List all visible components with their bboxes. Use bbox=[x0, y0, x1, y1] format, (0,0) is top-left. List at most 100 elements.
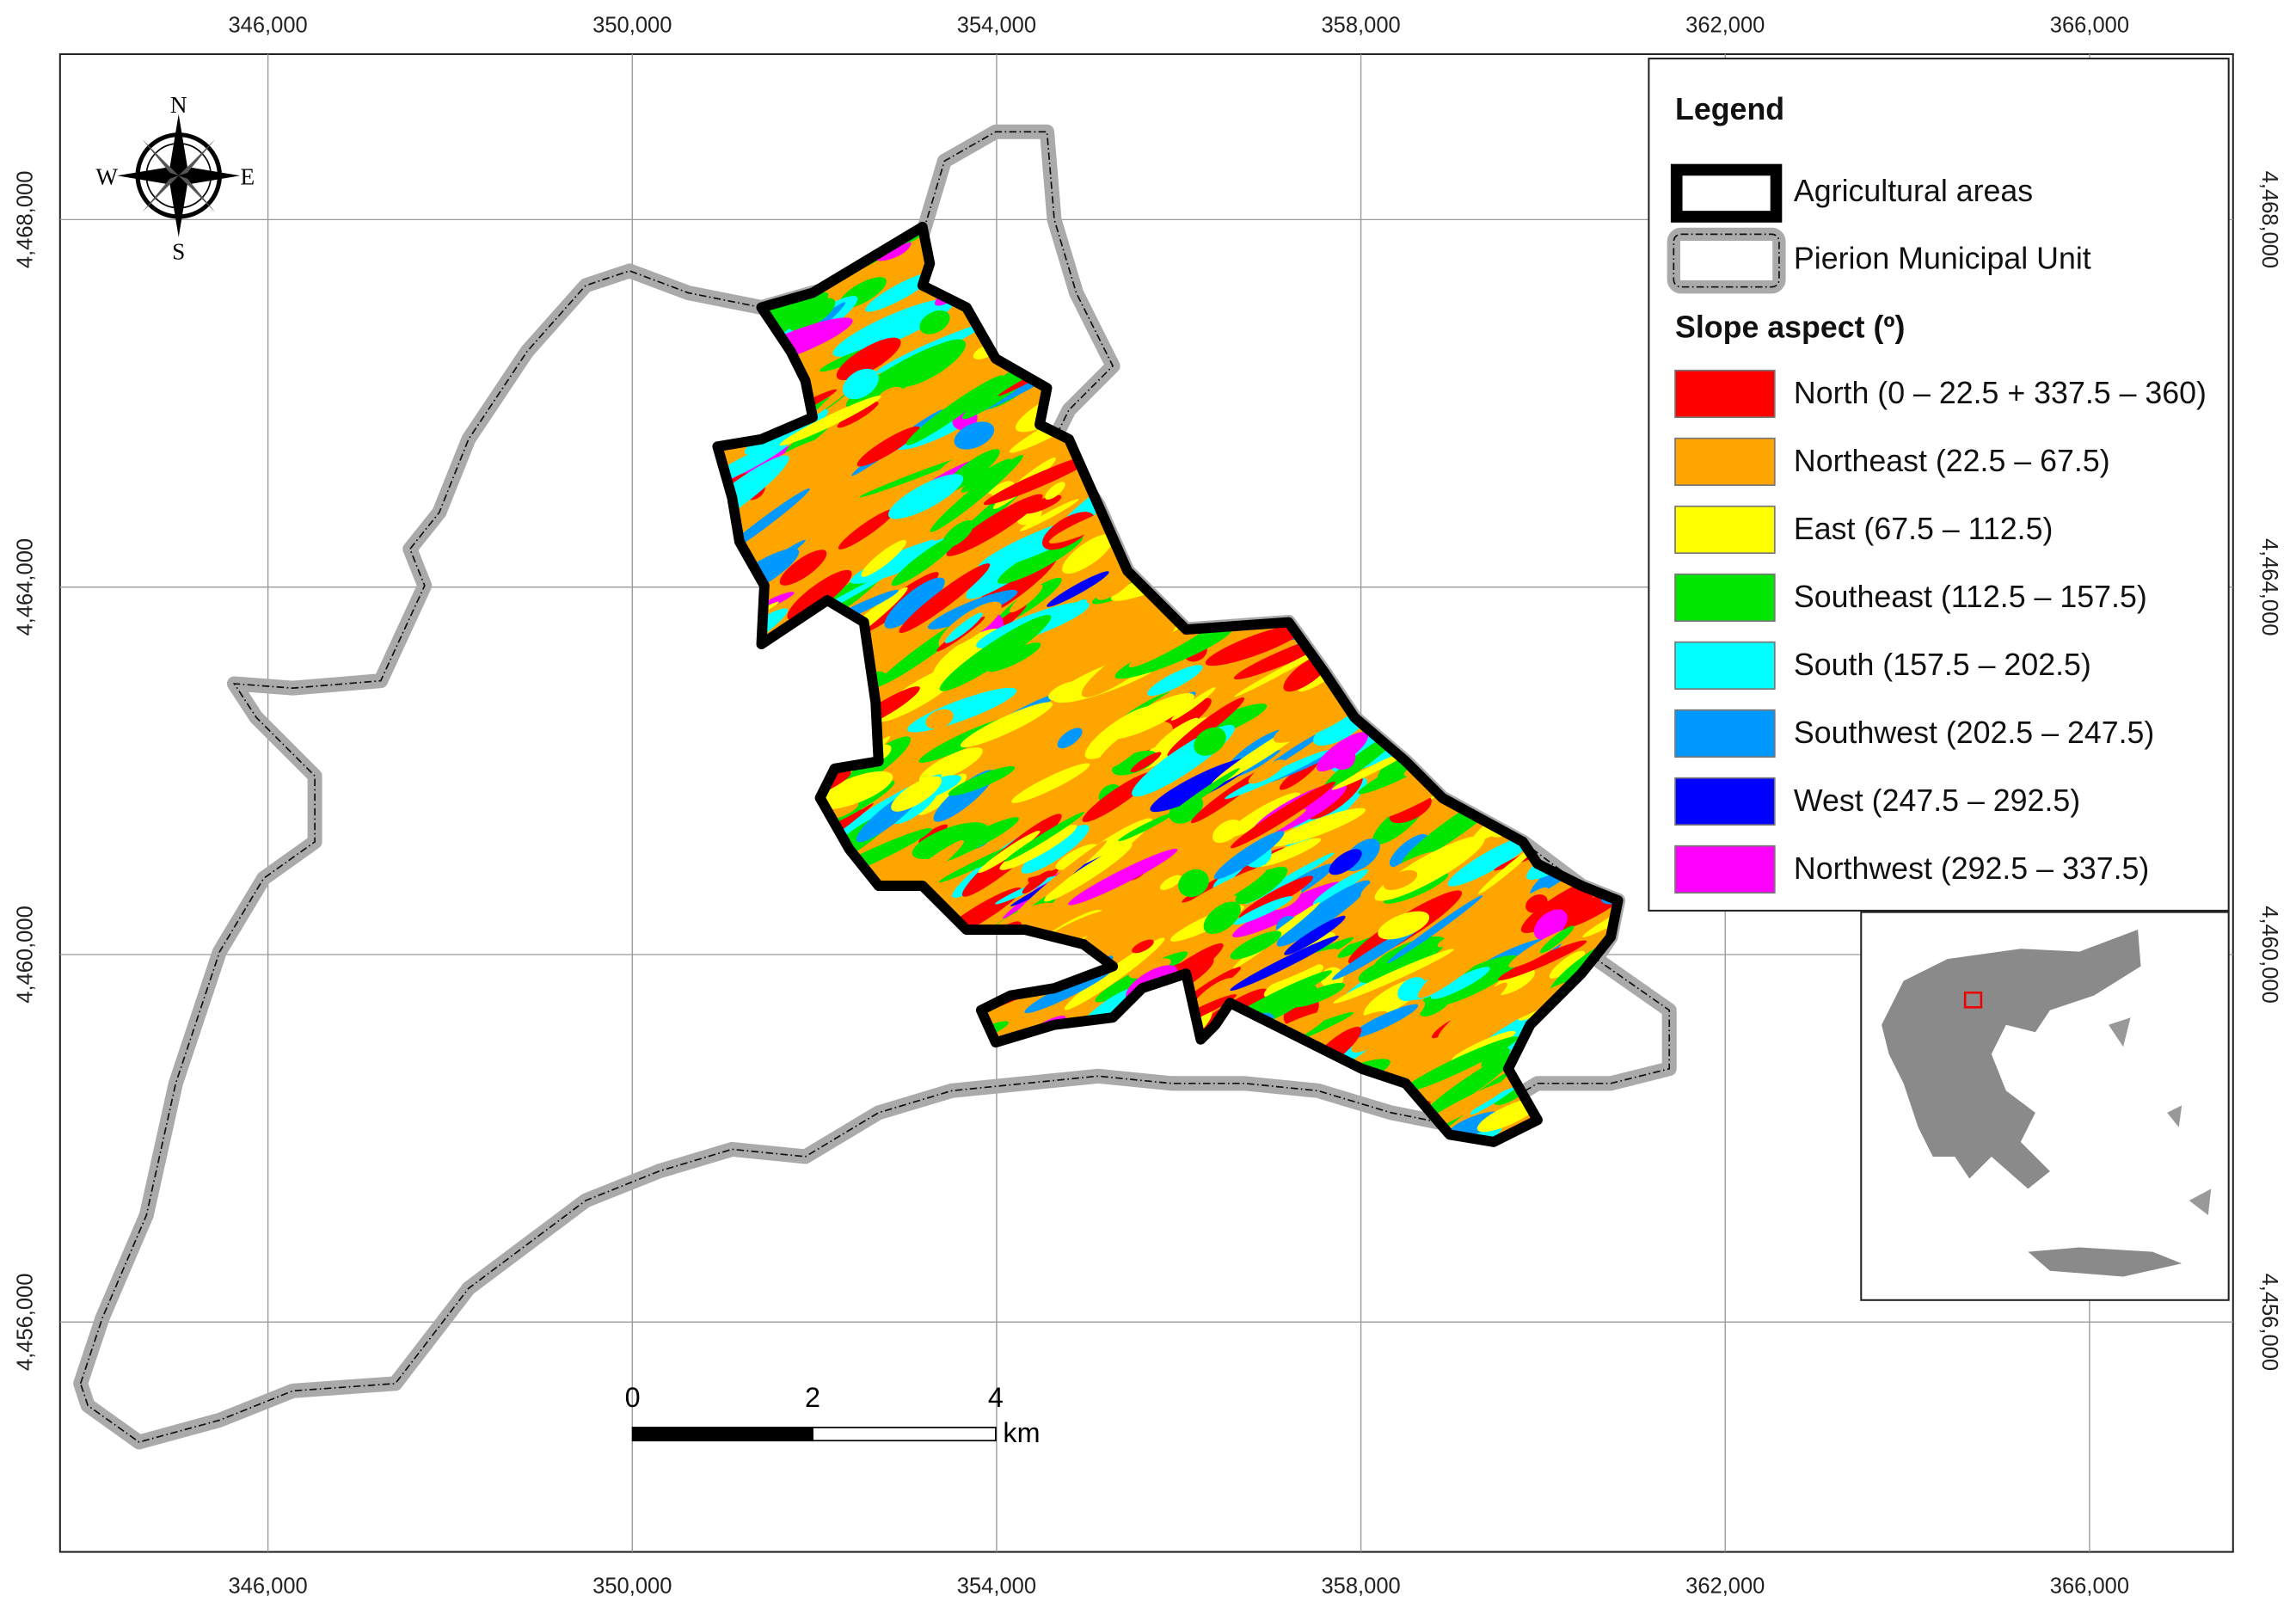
x-coord-label: 366,000 bbox=[2050, 1574, 2129, 1598]
aspect-patch bbox=[1233, 896, 1293, 925]
aspect-patch bbox=[1128, 958, 1171, 979]
aspect-patch bbox=[1157, 867, 1268, 930]
aspect-patch bbox=[779, 550, 827, 586]
aspect-patch bbox=[986, 642, 1041, 672]
aspect-patch bbox=[1070, 641, 1096, 666]
legend-swatch bbox=[1674, 573, 1776, 623]
scale-label: 0 bbox=[625, 1382, 641, 1413]
aspect-patch bbox=[1194, 727, 1226, 756]
aspect-patch bbox=[1019, 499, 1079, 531]
north-arrow: N E S W bbox=[95, 92, 255, 264]
aspect-patch bbox=[896, 339, 967, 387]
aspect-patch bbox=[779, 396, 881, 446]
aspect-patch bbox=[1417, 916, 1519, 998]
aspect-patch bbox=[891, 776, 942, 812]
aspect-patch bbox=[1378, 911, 1430, 940]
aspect-patch bbox=[843, 368, 879, 400]
aspect-patch bbox=[1549, 950, 1586, 979]
aspect-patch bbox=[1132, 939, 1154, 954]
aspect-patch bbox=[1235, 866, 1288, 905]
aspect-patch bbox=[1170, 687, 1216, 721]
aspect-patch bbox=[1048, 681, 1082, 701]
aspect-patch bbox=[1333, 949, 1454, 1004]
scale-label: 4 bbox=[988, 1382, 1004, 1413]
aspect-patch bbox=[1331, 750, 1411, 790]
aspect-patch bbox=[944, 612, 983, 643]
aspect-patch bbox=[899, 563, 991, 634]
aspect-patch bbox=[919, 310, 950, 335]
aspect-patch bbox=[1021, 825, 1090, 874]
aspect-patch bbox=[1047, 571, 1109, 607]
aspect-patch bbox=[1096, 725, 1152, 771]
aspect-patch bbox=[918, 747, 983, 783]
aspect-patch bbox=[1401, 1036, 1519, 1093]
scale-label: 2 bbox=[805, 1382, 820, 1413]
y-coord-label: 4,468,000 bbox=[2257, 171, 2281, 269]
aspect-patch bbox=[1420, 997, 1450, 1017]
legend-label: Southeast (112.5 – 157.5) bbox=[1794, 580, 2147, 614]
aspect-patch bbox=[884, 577, 945, 629]
aspect-patch bbox=[1389, 833, 1428, 868]
aspect-patch bbox=[798, 521, 828, 549]
aspect-patch bbox=[1539, 925, 1575, 954]
aspect-patch bbox=[931, 493, 993, 541]
aspect-patch bbox=[1082, 771, 1154, 822]
inset-map bbox=[1860, 911, 2230, 1301]
aspect-patch bbox=[1004, 812, 1085, 863]
compass-n: N bbox=[170, 92, 187, 118]
aspect-patch bbox=[859, 453, 973, 498]
aspect-patch bbox=[1350, 1004, 1419, 1039]
legend-label: Northwest (292.5 – 337.5) bbox=[1794, 851, 2149, 886]
aspect-patch bbox=[1416, 1052, 1518, 1123]
y-coord-label: 4,460,000 bbox=[2257, 906, 2281, 1004]
y-coord-label: 4,468,000 bbox=[13, 171, 37, 269]
aspect-patch bbox=[1316, 732, 1369, 772]
legend-subtitle: Slope aspect (º) bbox=[1675, 310, 1905, 344]
aspect-patch bbox=[948, 766, 1016, 796]
agricultural-boundary bbox=[712, 221, 1624, 1147]
aspect-patch bbox=[1437, 933, 1463, 948]
aspect-patch bbox=[1269, 808, 1366, 847]
aspect-patch bbox=[1481, 1047, 1510, 1068]
x-coord-label: 354,000 bbox=[957, 1574, 1036, 1598]
aspect-patch bbox=[876, 386, 904, 405]
aspect-patch bbox=[861, 539, 906, 577]
aspect-patch bbox=[930, 454, 1023, 532]
aspect-patch bbox=[837, 402, 879, 428]
aspect-patch bbox=[961, 458, 1011, 493]
aspect-patch bbox=[939, 614, 1052, 691]
aspect-patch bbox=[1108, 693, 1194, 740]
x-coord-label: 362,000 bbox=[1685, 1574, 1765, 1598]
aspect-patch bbox=[1203, 901, 1241, 935]
aspect-patch bbox=[1248, 759, 1286, 784]
legend-label: Pierion Municipal Unit bbox=[1794, 241, 2091, 275]
aspect-patch bbox=[912, 822, 988, 860]
aspect-patch bbox=[1276, 880, 1371, 947]
aspect-patch bbox=[1256, 838, 1322, 867]
aspect-patch bbox=[1211, 666, 1232, 686]
aspect-patch bbox=[1225, 750, 1330, 800]
aspect-patch bbox=[1168, 768, 1240, 818]
x-coord-label: 350,000 bbox=[592, 1574, 672, 1598]
aspect-patch bbox=[1247, 808, 1307, 846]
aspect-patch bbox=[1045, 482, 1065, 500]
aspect-patch bbox=[838, 508, 896, 550]
aspect-patch bbox=[1209, 841, 1255, 871]
aspect-patch bbox=[1284, 915, 1346, 955]
aspect-patch bbox=[1009, 584, 1043, 613]
aspect-patch bbox=[887, 474, 964, 519]
legend-swatch bbox=[1674, 437, 1776, 487]
aspect-patch bbox=[1057, 728, 1083, 749]
x-coord-label: 362,000 bbox=[1685, 13, 1765, 37]
aspect-patch bbox=[856, 426, 920, 467]
aspect-patch bbox=[891, 534, 960, 586]
aspect-patch bbox=[1130, 752, 1162, 773]
aspect-patch bbox=[946, 494, 1043, 556]
aspect-patch bbox=[1159, 875, 1182, 890]
legend-label: Agricultural areas bbox=[1794, 174, 2033, 208]
compass-e: E bbox=[240, 164, 255, 190]
legend-swatch bbox=[1674, 844, 1776, 894]
aspect-patch bbox=[1235, 718, 1270, 743]
x-coord-label: 366,000 bbox=[2050, 13, 2129, 37]
